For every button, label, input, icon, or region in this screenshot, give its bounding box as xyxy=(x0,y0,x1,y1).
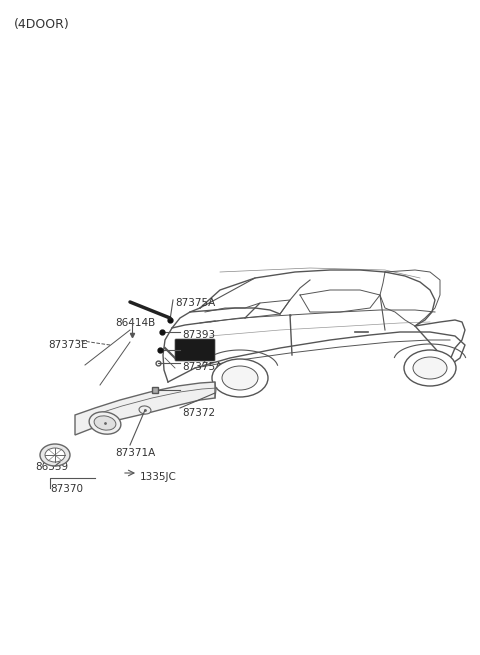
Ellipse shape xyxy=(404,350,456,386)
Ellipse shape xyxy=(89,412,121,434)
FancyBboxPatch shape xyxy=(175,339,215,361)
Text: 87375A: 87375A xyxy=(175,298,215,308)
Text: 87375A: 87375A xyxy=(182,362,222,372)
Text: 87373E: 87373E xyxy=(48,340,88,350)
Ellipse shape xyxy=(212,359,268,397)
Ellipse shape xyxy=(45,448,65,462)
Text: 86359: 86359 xyxy=(35,462,68,472)
Text: (4DOOR): (4DOOR) xyxy=(14,18,70,31)
Text: 86414B: 86414B xyxy=(115,318,155,328)
Ellipse shape xyxy=(139,406,151,414)
Ellipse shape xyxy=(40,444,70,466)
Text: 87370: 87370 xyxy=(50,484,83,494)
Text: 87393: 87393 xyxy=(182,330,215,340)
Ellipse shape xyxy=(222,366,258,390)
Text: 87393: 87393 xyxy=(182,348,215,358)
Text: 87371A: 87371A xyxy=(115,448,155,458)
Text: 87372: 87372 xyxy=(182,408,215,418)
Polygon shape xyxy=(75,382,215,435)
Ellipse shape xyxy=(94,416,116,430)
Text: 1335JC: 1335JC xyxy=(140,472,177,482)
Text: 85316: 85316 xyxy=(182,390,215,400)
Ellipse shape xyxy=(413,357,447,379)
